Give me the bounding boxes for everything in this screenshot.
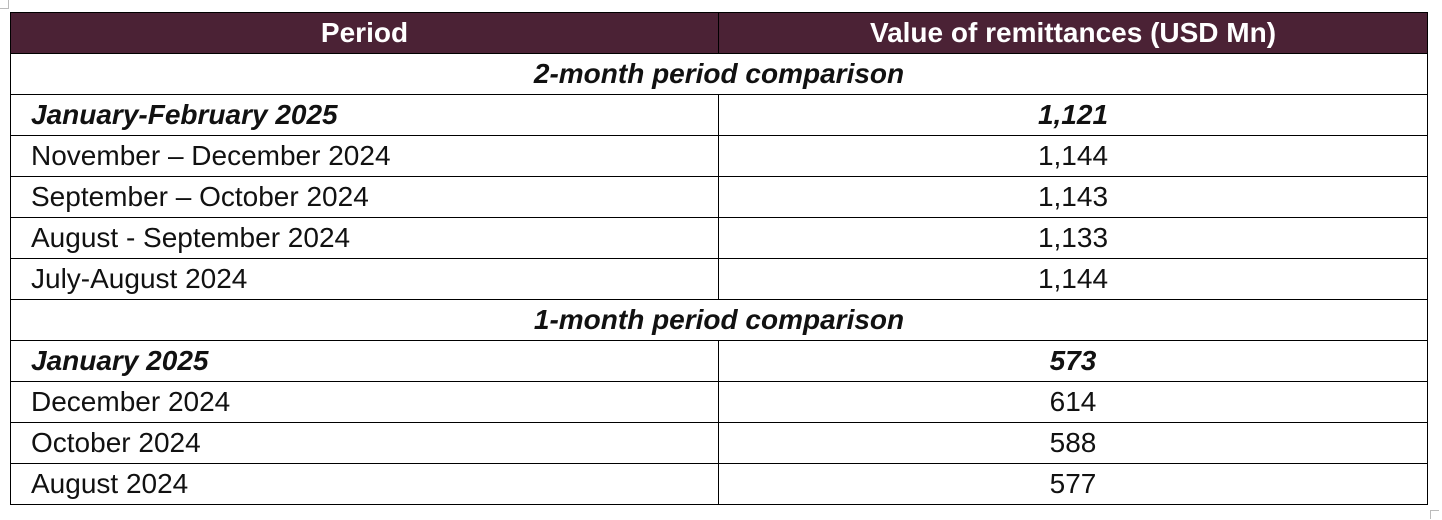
value-cell: 588: [718, 422, 1428, 464]
value-cell: 614: [718, 381, 1428, 423]
data-row: December 2024 614: [10, 381, 1428, 423]
period-cell: July-August 2024: [10, 258, 719, 300]
period-cell: October 2024: [10, 422, 719, 464]
data-row: January-February 2025 1,121: [10, 94, 1428, 136]
data-row: January 2025 573: [10, 340, 1428, 382]
period-cell: August 2024: [10, 463, 719, 505]
period-cell: December 2024: [10, 381, 719, 423]
value-cell: 573: [718, 340, 1428, 382]
period-cell: August - September 2024: [10, 217, 719, 259]
data-row: August - September 2024 1,133: [10, 217, 1428, 259]
corner-mark: [0, 0, 9, 9]
period-cell: January 2025: [10, 340, 719, 382]
data-row: July-August 2024 1,144: [10, 258, 1428, 300]
header-row: Period Value of remittances (USD Mn): [10, 12, 1428, 54]
section-title: 2-month period comparison: [10, 53, 1428, 95]
value-cell: 1,133: [718, 217, 1428, 259]
value-cell: 1,121: [718, 94, 1428, 136]
value-cell: 577: [718, 463, 1428, 505]
data-row: October 2024 588: [10, 422, 1428, 464]
value-cell: 1,143: [718, 176, 1428, 218]
section-title: 1-month period comparison: [10, 299, 1428, 341]
period-cell: January-February 2025: [10, 94, 719, 136]
period-cell: September – October 2024: [10, 176, 719, 218]
data-row: November – December 2024 1,144: [10, 135, 1428, 177]
section-row: 1-month period comparison: [10, 299, 1428, 341]
period-cell: November – December 2024: [10, 135, 719, 177]
section-row: 2-month period comparison: [10, 53, 1428, 95]
header-cell: Period: [10, 12, 719, 54]
header-cell: Value of remittances (USD Mn): [718, 12, 1428, 54]
data-row: September – October 2024 1,143: [10, 176, 1428, 218]
corner-mark: [1430, 510, 1439, 519]
table-body: 2-month period comparison January-Februar…: [10, 53, 1428, 505]
remittance-table: Period Value of remittances (USD Mn) 2-m…: [10, 12, 1428, 505]
value-cell: 1,144: [718, 135, 1428, 177]
data-row: August 2024 577: [10, 463, 1428, 505]
value-cell: 1,144: [718, 258, 1428, 300]
